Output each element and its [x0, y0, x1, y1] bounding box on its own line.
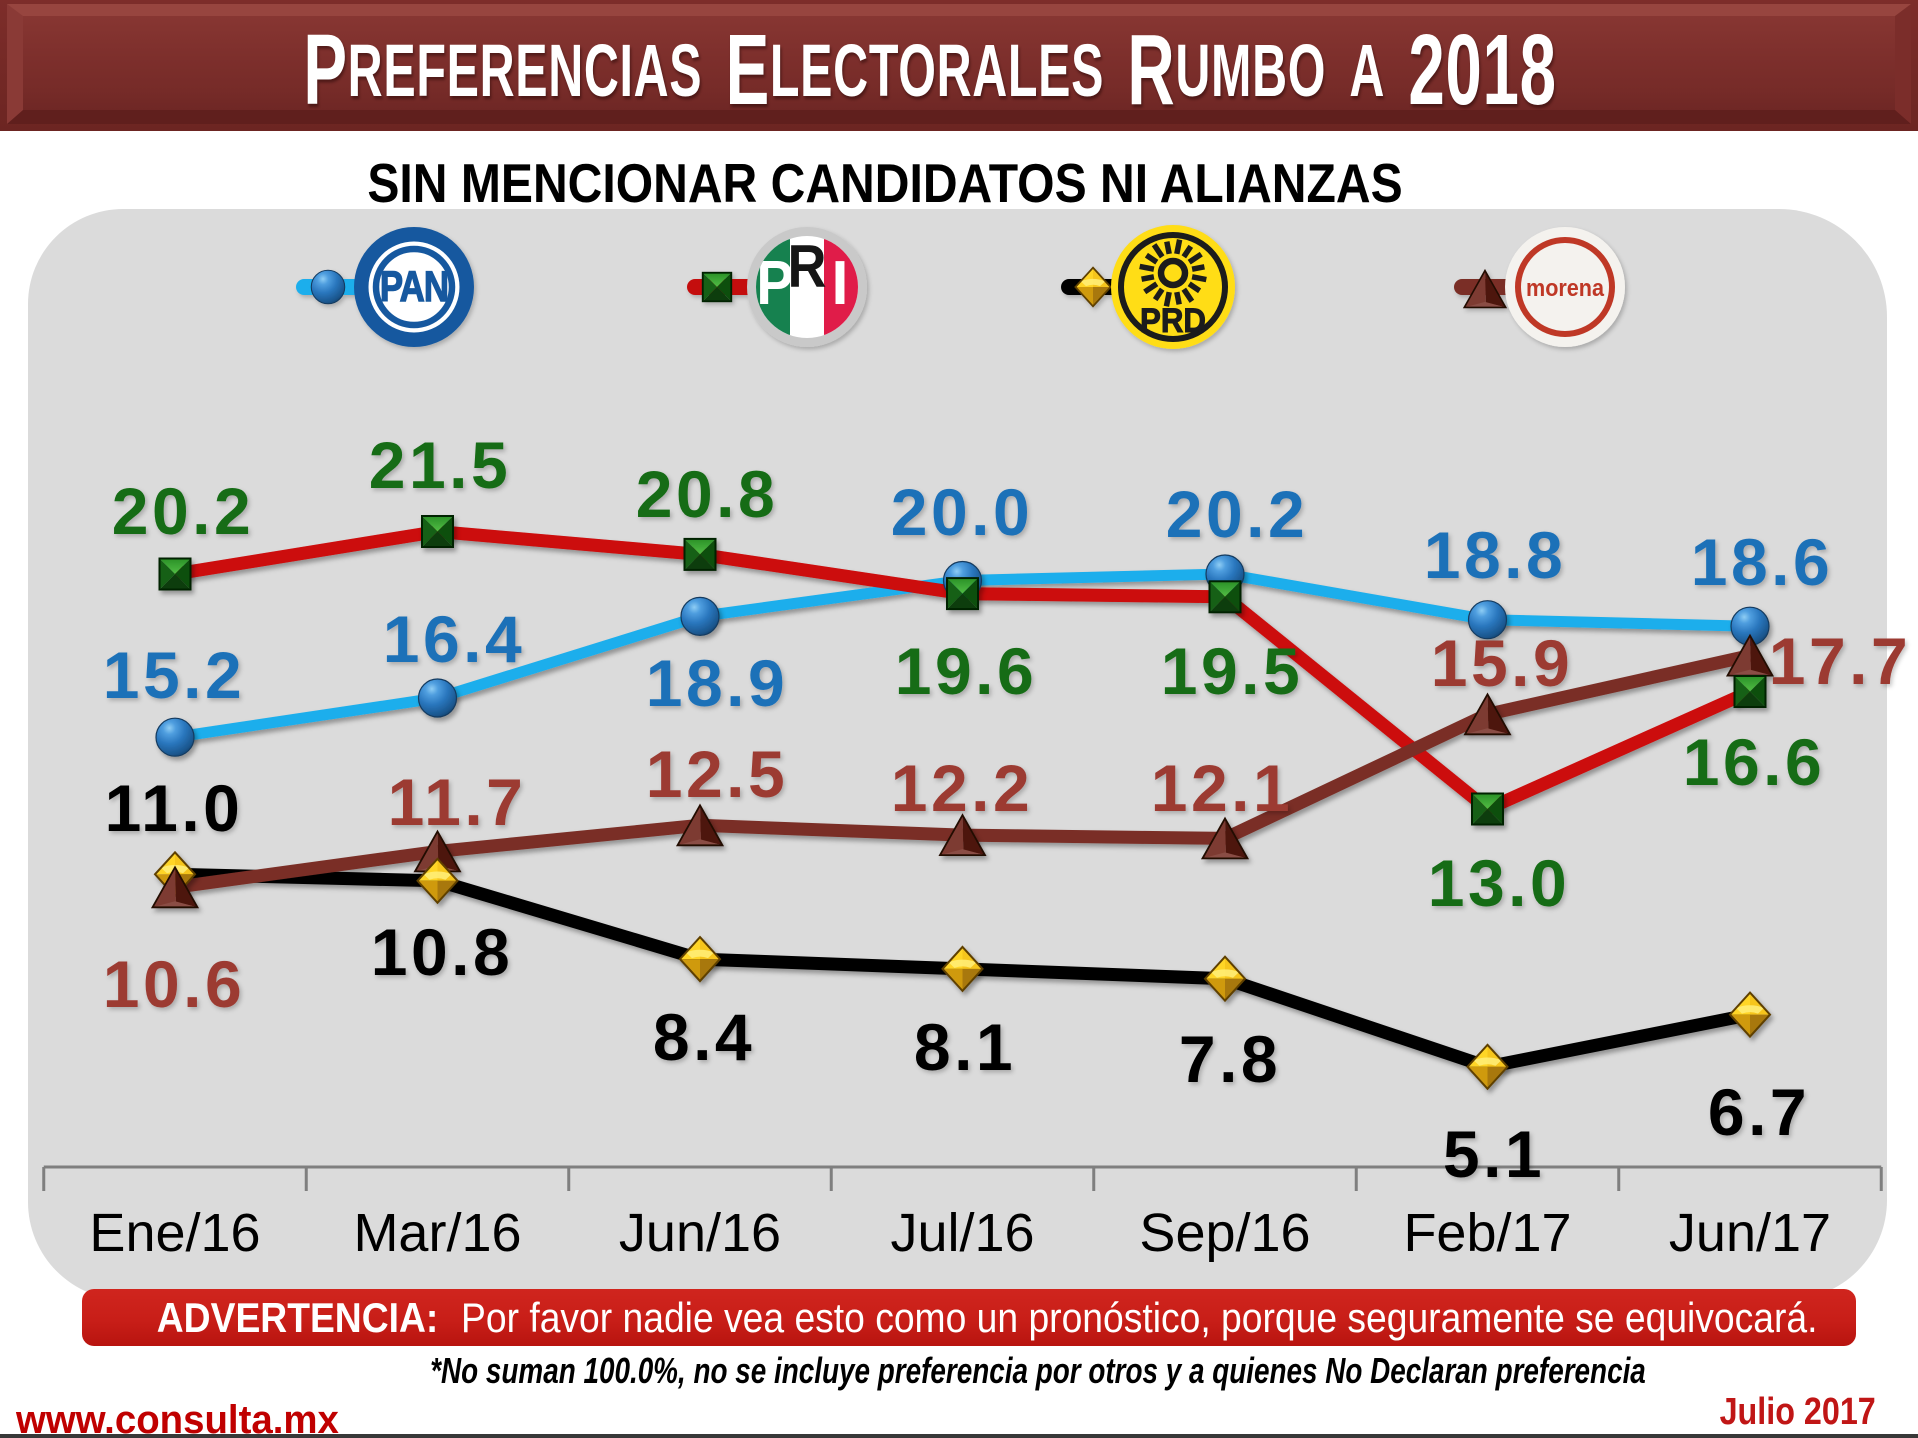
svg-text:11.0: 11.0 [105, 771, 244, 845]
svg-text:Ene/16: Ene/16 [89, 1203, 260, 1263]
svg-text:15.2: 15.2 [103, 638, 245, 712]
svg-text:6.7: 6.7 [1708, 1075, 1810, 1149]
svg-text:PAN: PAN [380, 264, 448, 311]
svg-text:20.0: 20.0 [891, 475, 1033, 549]
svg-text:PRD: PRD [1140, 301, 1206, 340]
svg-text:morena: morena [1526, 274, 1604, 301]
svg-text:Jun/16: Jun/16 [619, 1203, 781, 1263]
svg-text:21.5: 21.5 [369, 428, 511, 502]
svg-text:19.6: 19.6 [895, 634, 1037, 708]
svg-text:18.8: 18.8 [1424, 518, 1566, 592]
svg-text:8.1: 8.1 [914, 1010, 1016, 1084]
svg-text:I: I [831, 249, 848, 318]
svg-text:12.1: 12.1 [1151, 751, 1293, 825]
svg-text:7.8: 7.8 [1179, 1022, 1281, 1096]
svg-text:Sep/16: Sep/16 [1139, 1203, 1310, 1263]
svg-text:13.0: 13.0 [1428, 846, 1570, 920]
svg-text:16.4: 16.4 [383, 602, 525, 676]
svg-text:18.6: 18.6 [1691, 525, 1833, 599]
svg-text:20.8: 20.8 [636, 457, 778, 531]
svg-text:12.2: 12.2 [891, 751, 1033, 825]
svg-text:Mar/16: Mar/16 [353, 1203, 521, 1263]
svg-text:Jul/16: Jul/16 [890, 1203, 1034, 1263]
svg-text:10.8: 10.8 [371, 915, 513, 989]
svg-text:19.5: 19.5 [1161, 634, 1303, 708]
svg-text:17.7: 17.7 [1769, 624, 1911, 698]
svg-text:11.7: 11.7 [388, 765, 527, 839]
svg-text:10.6: 10.6 [103, 947, 245, 1021]
svg-text:8.4: 8.4 [653, 1000, 755, 1074]
svg-text:R: R [788, 233, 827, 300]
svg-text:Feb/17: Feb/17 [1403, 1203, 1571, 1263]
svg-text:18.9: 18.9 [646, 646, 788, 720]
svg-text:12.5: 12.5 [646, 737, 788, 811]
svg-text:15.9: 15.9 [1431, 626, 1573, 700]
svg-text:Jun/17: Jun/17 [1669, 1203, 1831, 1263]
svg-text:20.2: 20.2 [112, 474, 254, 548]
svg-text:16.6: 16.6 [1683, 725, 1825, 799]
svg-text:5.1: 5.1 [1443, 1117, 1545, 1191]
svg-text:20.2: 20.2 [1166, 477, 1308, 551]
